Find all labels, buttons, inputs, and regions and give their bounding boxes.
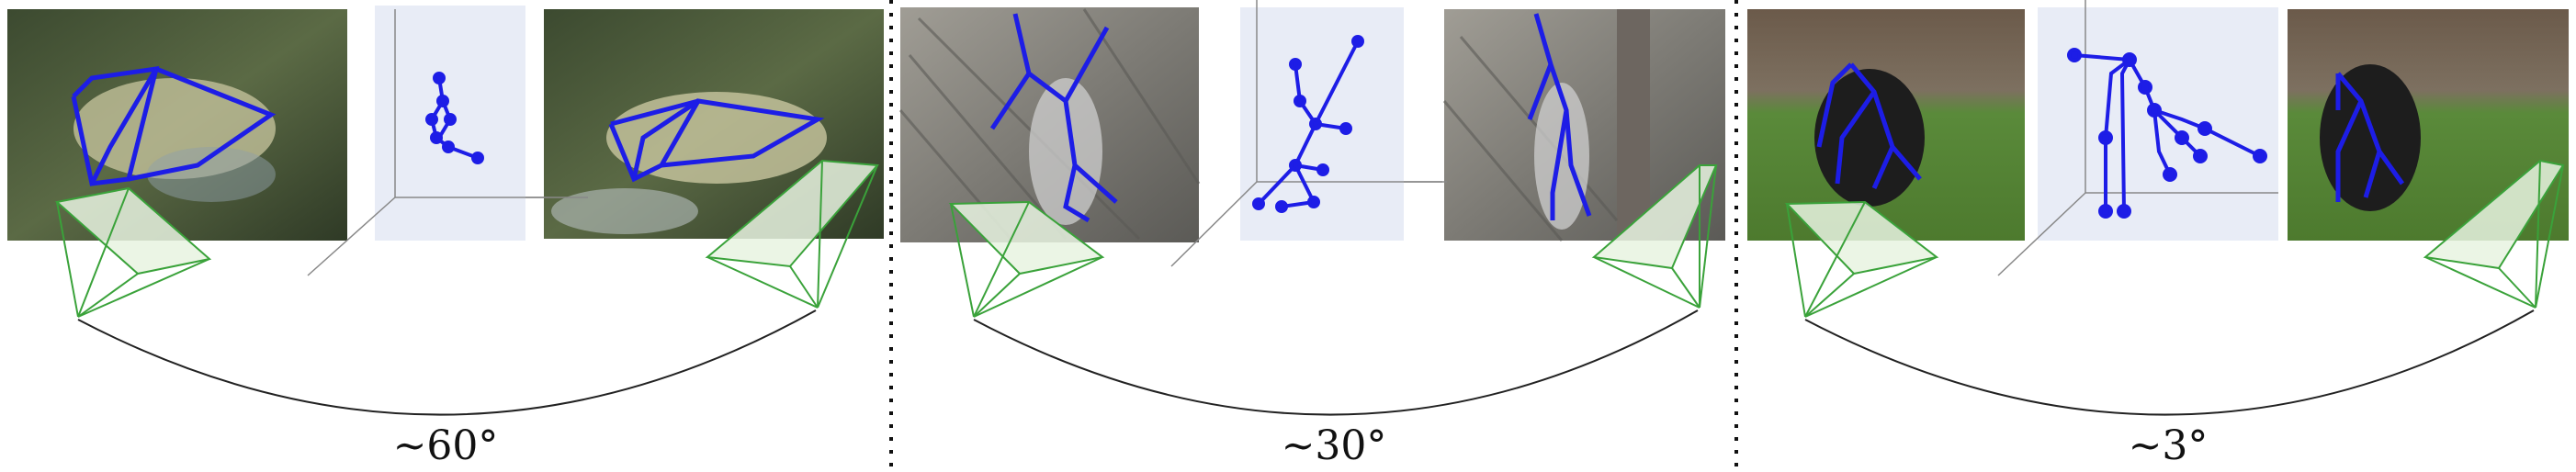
chimp-angle-label: ~3°	[2129, 422, 2209, 469]
chimp-camera-left	[1784, 200, 1939, 318]
panel-chimp: ~3°	[1747, 0, 2569, 469]
chimp-angle-arc	[1804, 309, 2535, 416]
monkey-angle-arc	[973, 309, 1699, 416]
monkey-skeleton-right	[1527, 13, 1592, 220]
monkey-camera-right	[1591, 164, 1718, 309]
monkey-photo-left	[898, 7, 1201, 242]
panel-monkey: ~30°	[898, 0, 1725, 469]
fish-skeleton-left	[71, 65, 277, 186]
chimp-photo-right	[2288, 9, 2569, 241]
chimp-camera-right	[2423, 159, 2565, 309]
chimp-skeleton-left	[1816, 62, 1922, 190]
panel-fish: ~60°	[7, 6, 884, 469]
monkey-pose-3d	[1170, 0, 1442, 267]
fish-photo-right	[525, 9, 884, 239]
fish-camera-left	[54, 186, 212, 318]
fish-angle-label: ~60°	[393, 422, 499, 469]
fish-skeleton-right	[608, 98, 825, 183]
fish-camera-right	[705, 159, 880, 309]
monkey-skeleton-left	[989, 13, 1118, 223]
chimp-skeleton-right	[2335, 72, 2405, 202]
fish-angle-arc	[77, 309, 817, 416]
chimp-pose-3d	[1997, 0, 2278, 276]
monkey-angle-label: ~30°	[1282, 422, 1387, 469]
fish-pose-3d	[307, 6, 551, 276]
monkey-camera-left	[948, 200, 1105, 318]
